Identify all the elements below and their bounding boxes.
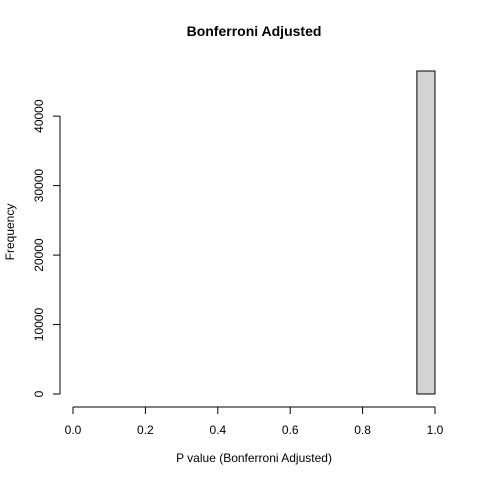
- x-tick-label: 1.0: [427, 423, 444, 437]
- y-axis-label: Frequency: [3, 204, 17, 261]
- y-tick-label: 0: [32, 390, 46, 397]
- x-tick-label: 0.8: [354, 423, 371, 437]
- x-tick-label: 0.6: [282, 423, 299, 437]
- bars: [416, 70, 436, 395]
- x-tick-label: 0.0: [65, 423, 82, 437]
- x-axis-label: P value (Bonferroni Adjusted): [176, 451, 332, 465]
- y-tick-label: 20000: [32, 238, 46, 272]
- y-tick-label: 10000: [32, 308, 46, 342]
- chart-title: Bonferroni Adjusted: [187, 23, 322, 39]
- y-axis: 0 10000 20000 30000 40000: [32, 99, 61, 397]
- x-tick-label: 0.2: [137, 423, 154, 437]
- histogram-bar: [416, 70, 436, 395]
- x-tick-label: 0.4: [209, 423, 226, 437]
- y-tick-label: 40000: [32, 99, 46, 133]
- x-axis: 0.0 0.2 0.4 0.6 0.8 1.0: [65, 406, 444, 437]
- y-tick-label: 30000: [32, 169, 46, 203]
